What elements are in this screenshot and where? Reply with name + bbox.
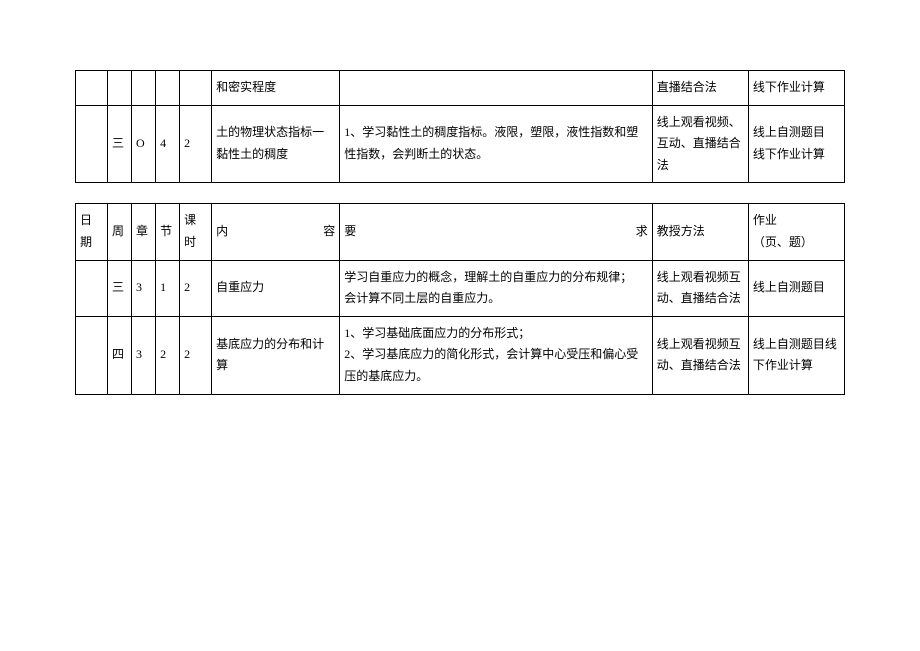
- cell-date: [76, 71, 108, 106]
- cell-content: 基底应力的分布和计算: [212, 316, 340, 394]
- schedule-table-bottom: 日期 周 章 节 课时 内 容 要 求 教授方法 作业（页、题） 三 3 1 2…: [75, 203, 845, 394]
- cell-chapter: 3: [132, 260, 156, 316]
- header-chapter: 章: [132, 204, 156, 260]
- cell-chapter: [132, 71, 156, 106]
- table-row: 三 O 4 2 土的物理状态指标一黏性土的稠度 1、学习黏性土的稠度指标。液限，…: [76, 105, 845, 183]
- header-content: 内 容: [212, 204, 340, 260]
- cell-section: [156, 71, 180, 106]
- header-req-b: 求: [636, 224, 648, 238]
- header-week: 周: [108, 204, 132, 260]
- cell-homework: 线上自测题目: [748, 260, 844, 316]
- cell-requirement: 1、学习黏性土的稠度指标。液限，塑限，液性指数和塑性指数，会判断土的状态。: [340, 105, 652, 183]
- table-row: 三 3 1 2 自重应力 学习自重应力的概念，理解土的自重应力的分布规律；会计算…: [76, 260, 845, 316]
- table-row: 四 3 2 2 基底应力的分布和计算 1、学习基础底面应力的分布形式；2、学习基…: [76, 316, 845, 394]
- table-row: 和密实程度 直播结合法 线下作业计算: [76, 71, 845, 106]
- cell-date: [76, 260, 108, 316]
- cell-method: 线上观看视频、互动、直播结合法: [652, 105, 748, 183]
- header-method: 教授方法: [652, 204, 748, 260]
- cell-date: [76, 105, 108, 183]
- cell-week: 三: [108, 260, 132, 316]
- cell-period: 2: [180, 316, 212, 394]
- cell-requirement: 1、学习基础底面应力的分布形式；2、学习基底应力的简化形式，会计算中心受压和偏心…: [340, 316, 652, 394]
- header-homework: 作业（页、题）: [748, 204, 844, 260]
- cell-week: 四: [108, 316, 132, 394]
- cell-requirement: [340, 71, 652, 106]
- schedule-table-top: 和密实程度 直播结合法 线下作业计算 三 O 4 2 土的物理状态指标一黏性土的…: [75, 70, 845, 183]
- cell-homework: 线下作业计算: [748, 71, 844, 106]
- cell-period: 2: [180, 105, 212, 183]
- cell-content: 土的物理状态指标一黏性土的稠度: [212, 105, 340, 183]
- cell-homework: 线上自测题目线下作业计算: [748, 316, 844, 394]
- cell-requirement: 学习自重应力的概念，理解土的自重应力的分布规律；会计算不同土层的自重应力。: [340, 260, 652, 316]
- cell-period: 2: [180, 260, 212, 316]
- header-content-b: 容: [323, 224, 335, 238]
- cell-method: 直播结合法: [652, 71, 748, 106]
- header-date: 日期: [76, 204, 108, 260]
- cell-homework: 线上自测题目线下作业计算: [748, 105, 844, 183]
- table-header-row: 日期 周 章 节 课时 内 容 要 求 教授方法 作业（页、题）: [76, 204, 845, 260]
- header-requirement: 要 求: [340, 204, 652, 260]
- cell-content: 和密实程度: [212, 71, 340, 106]
- cell-content: 自重应力: [212, 260, 340, 316]
- cell-section: 1: [156, 260, 180, 316]
- cell-method: 线上观看视频互动、直播结合法: [652, 316, 748, 394]
- cell-week: 三: [108, 105, 132, 183]
- cell-week: [108, 71, 132, 106]
- header-content-a: 内: [216, 224, 274, 238]
- cell-method: 线上观看视频互动、直播结合法: [652, 260, 748, 316]
- header-req-a: 要: [344, 224, 494, 238]
- cell-period: [180, 71, 212, 106]
- cell-date: [76, 316, 108, 394]
- header-period: 课时: [180, 204, 212, 260]
- cell-section: 2: [156, 316, 180, 394]
- cell-chapter: 3: [132, 316, 156, 394]
- cell-chapter: O: [132, 105, 156, 183]
- cell-section: 4: [156, 105, 180, 183]
- header-section: 节: [156, 204, 180, 260]
